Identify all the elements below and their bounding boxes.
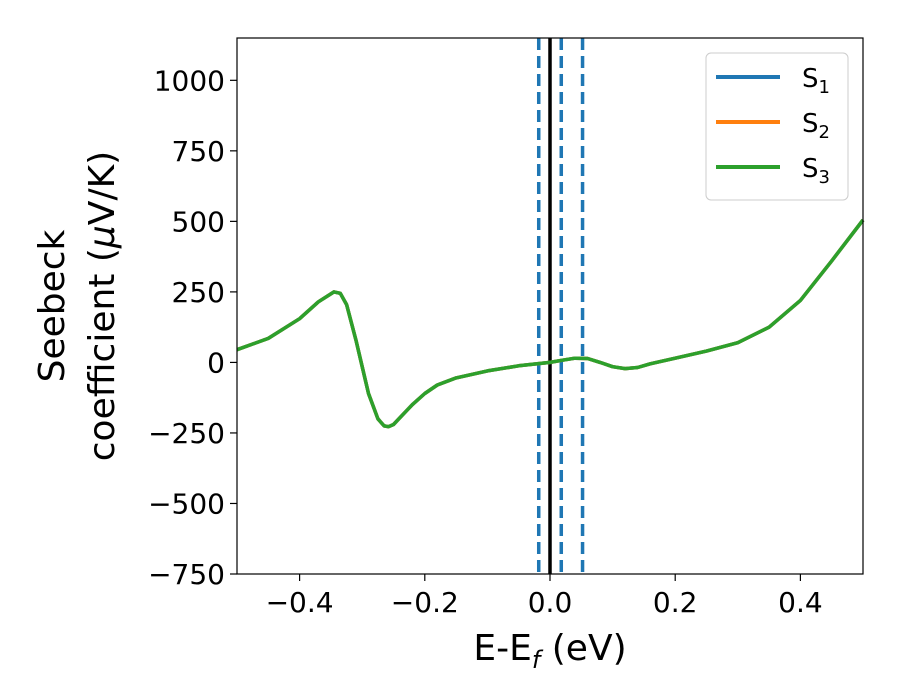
y-axis-title: Seebeck coefficient (μV/K): [32, 151, 123, 461]
legend: S1 S2 S3: [705, 52, 849, 201]
y-tick-label: −500: [148, 487, 225, 520]
legend-box: [705, 52, 849, 201]
x-axis-title: E-Ef (eV): [473, 628, 626, 674]
y-tick-label: 250: [172, 276, 225, 309]
legend-label-S3: S3: [802, 154, 830, 188]
y-tick-label: 1000: [154, 64, 225, 97]
series-lines: [236, 218, 865, 429]
x-axis-ticks: −0.4 −0.2 0.0 0.2 0.4: [266, 574, 823, 619]
x-tick-label: −0.4: [266, 586, 334, 619]
x-tick-label: 0.0: [528, 586, 573, 619]
x-tick-label: −0.2: [391, 586, 459, 619]
legend-label-S2: S2: [802, 109, 830, 143]
y-axis-ticks: −750 −500 −250 0 250 500 750 1000: [148, 64, 237, 591]
y-tick-label: 750: [172, 135, 225, 168]
y-axis-title-line1: Seebeck: [32, 229, 73, 382]
series-line-S3: [236, 218, 865, 429]
x-tick-label: 0.4: [778, 586, 823, 619]
x-tick-label: 0.2: [653, 586, 698, 619]
y-tick-label: −750: [148, 558, 225, 591]
y-axis-title-line2: coefficient (μV/K): [82, 151, 123, 461]
fermi-level-lines: [536, 38, 585, 574]
y-tick-label: 0: [207, 346, 225, 379]
y-tick-label: −250: [148, 417, 225, 450]
legend-label-S1: S1: [802, 64, 830, 98]
y-tick-label: 500: [172, 205, 225, 238]
